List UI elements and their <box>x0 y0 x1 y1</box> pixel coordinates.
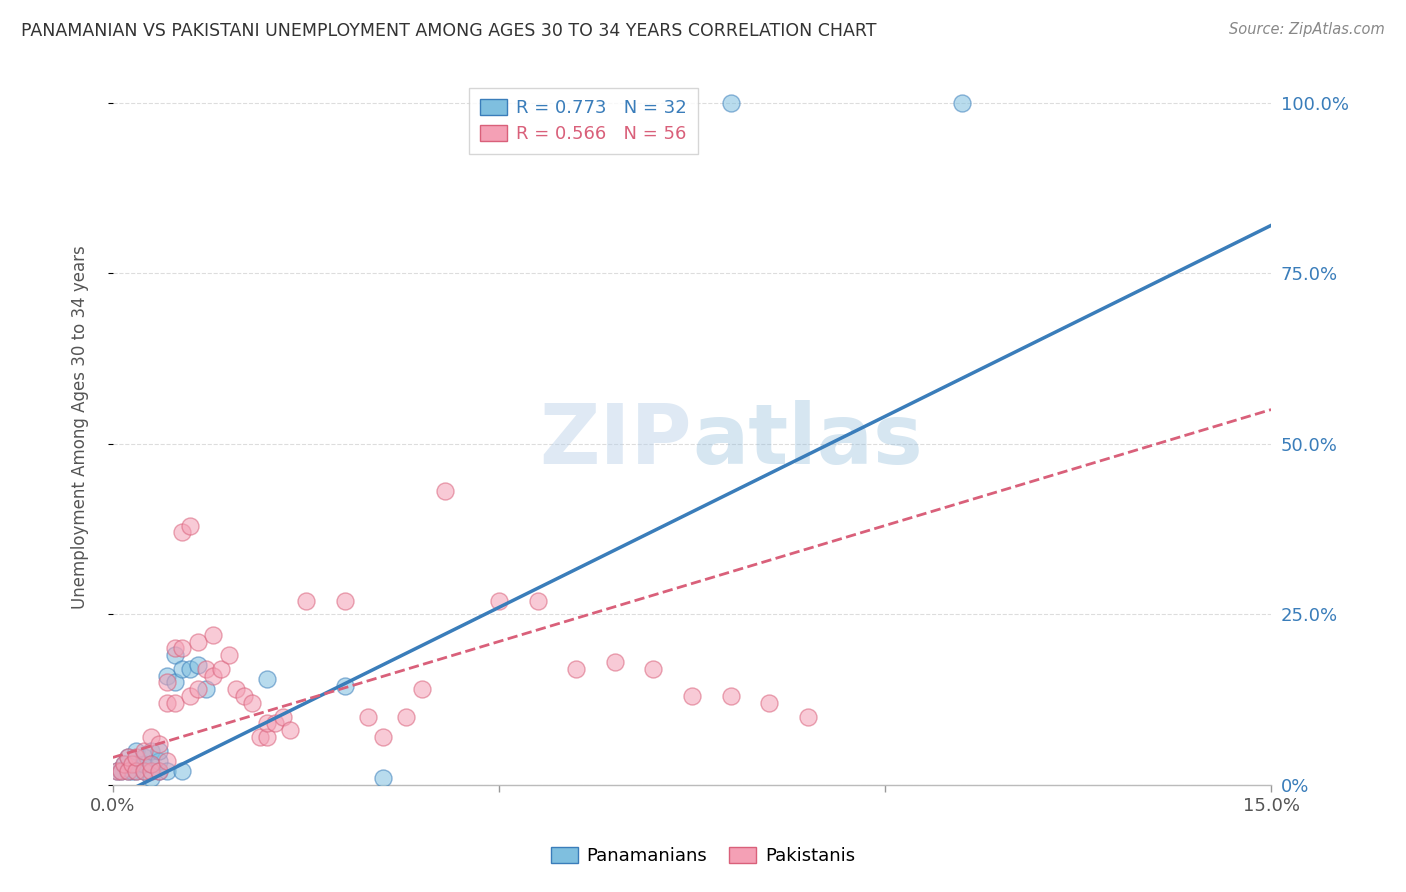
Point <box>121 757 143 772</box>
Point <box>148 764 170 778</box>
Point <box>132 750 155 764</box>
Point <box>125 757 148 772</box>
Point <box>797 709 820 723</box>
Point <box>950 95 973 110</box>
Point <box>172 764 194 778</box>
Point <box>187 634 209 648</box>
Point <box>256 730 278 744</box>
Point <box>179 518 201 533</box>
Point <box>148 764 170 778</box>
Point <box>132 757 155 772</box>
Point <box>488 593 510 607</box>
Point <box>720 689 742 703</box>
Point <box>280 723 302 738</box>
Point <box>433 484 456 499</box>
Text: atlas: atlas <box>692 401 922 482</box>
Text: PANAMANIAN VS PAKISTANI UNEMPLOYMENT AMONG AGES 30 TO 34 YEARS CORRELATION CHART: PANAMANIAN VS PAKISTANI UNEMPLOYMENT AMO… <box>21 22 876 40</box>
Point <box>256 672 278 686</box>
Point <box>356 709 378 723</box>
Y-axis label: Unemployment Among Ages 30 to 34 years: Unemployment Among Ages 30 to 34 years <box>72 244 89 608</box>
Point <box>643 662 665 676</box>
Point <box>125 764 148 778</box>
Point <box>565 662 588 676</box>
Point <box>156 668 179 682</box>
Point <box>395 709 418 723</box>
Point <box>163 641 186 656</box>
Point <box>233 689 256 703</box>
Point <box>110 764 132 778</box>
Point <box>117 750 139 764</box>
Legend: R = 0.773   N = 32, R = 0.566   N = 56: R = 0.773 N = 32, R = 0.566 N = 56 <box>470 88 697 153</box>
Point <box>172 641 194 656</box>
Point <box>202 628 225 642</box>
Point <box>132 764 155 778</box>
Point <box>156 754 179 768</box>
Point <box>117 764 139 778</box>
Point <box>603 655 626 669</box>
Point <box>179 662 201 676</box>
Point <box>141 771 163 785</box>
Point <box>148 744 170 758</box>
Point <box>148 754 170 768</box>
Point <box>526 593 548 607</box>
Point <box>411 682 433 697</box>
Point <box>256 716 278 731</box>
Point <box>141 757 163 772</box>
Point <box>681 689 703 703</box>
Point <box>114 757 136 772</box>
Point <box>156 696 179 710</box>
Point <box>371 771 394 785</box>
Point <box>271 709 294 723</box>
Point <box>225 682 247 697</box>
Point <box>132 744 155 758</box>
Point <box>187 658 209 673</box>
Point <box>141 757 163 772</box>
Point <box>720 95 742 110</box>
Text: Source: ZipAtlas.com: Source: ZipAtlas.com <box>1229 22 1385 37</box>
Point <box>141 744 163 758</box>
Point <box>125 744 148 758</box>
Point <box>148 737 170 751</box>
Point <box>240 696 263 710</box>
Point <box>110 764 132 778</box>
Point <box>163 648 186 662</box>
Point <box>333 593 356 607</box>
Point <box>117 764 139 778</box>
Point <box>758 696 780 710</box>
Point <box>141 730 163 744</box>
Point <box>249 730 271 744</box>
Point <box>295 593 318 607</box>
Point <box>218 648 240 662</box>
Point <box>172 662 194 676</box>
Text: ZIP: ZIP <box>540 401 692 482</box>
Point <box>163 675 186 690</box>
Point <box>141 764 163 778</box>
Point <box>172 525 194 540</box>
Legend: Panamanians, Pakistanis: Panamanians, Pakistanis <box>543 839 863 872</box>
Point <box>105 764 128 778</box>
Point <box>209 662 232 676</box>
Point <box>125 764 148 778</box>
Point <box>163 696 186 710</box>
Point <box>117 750 139 764</box>
Point <box>333 679 356 693</box>
Point <box>371 730 394 744</box>
Point <box>121 764 143 778</box>
Point <box>132 764 155 778</box>
Point <box>125 750 148 764</box>
Point <box>202 668 225 682</box>
Point <box>179 689 201 703</box>
Point <box>264 716 287 731</box>
Point <box>105 764 128 778</box>
Point <box>114 757 136 772</box>
Point <box>194 662 217 676</box>
Point <box>187 682 209 697</box>
Point <box>156 764 179 778</box>
Point <box>194 682 217 697</box>
Point <box>156 675 179 690</box>
